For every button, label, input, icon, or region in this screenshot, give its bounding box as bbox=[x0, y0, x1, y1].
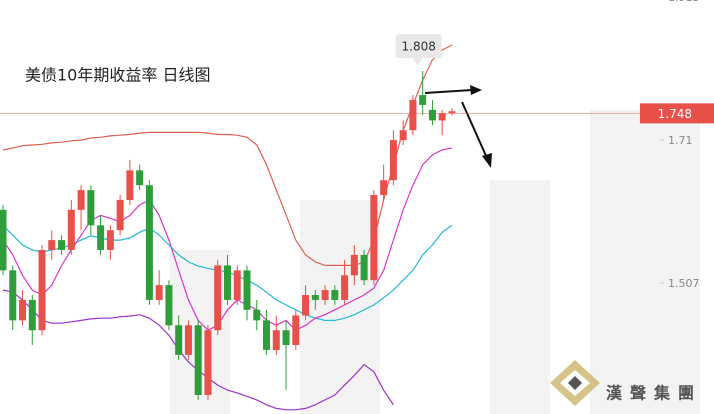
candle-body bbox=[389, 140, 397, 181]
candle-body bbox=[77, 190, 85, 210]
candle-body bbox=[28, 299, 36, 331]
candle-body bbox=[311, 295, 319, 300]
candles bbox=[0, 71, 456, 400]
candle-body bbox=[321, 290, 329, 300]
candle-body bbox=[448, 111, 456, 114]
candle-body bbox=[272, 330, 280, 350]
peak-label: 1.808 bbox=[402, 40, 436, 54]
candle-body bbox=[194, 325, 202, 395]
candle-body bbox=[233, 270, 241, 300]
last-price-box bbox=[640, 103, 714, 124]
peak-pointer bbox=[412, 58, 423, 66]
candle-body bbox=[9, 270, 17, 321]
watermark-logo bbox=[550, 360, 600, 406]
candle-body bbox=[67, 209, 75, 250]
candle-body bbox=[136, 170, 144, 186]
candle-body bbox=[292, 315, 300, 345]
candle-body bbox=[263, 320, 271, 350]
candle-body bbox=[184, 325, 192, 355]
candle-body bbox=[165, 285, 173, 326]
candle-body bbox=[409, 99, 417, 131]
candle-body bbox=[438, 113, 446, 121]
candle-body bbox=[282, 330, 290, 345]
candle-body bbox=[204, 330, 212, 395]
candle-body bbox=[380, 180, 388, 196]
candle-body bbox=[106, 230, 114, 250]
candle-body bbox=[126, 170, 134, 200]
last-price-label: 1.748 bbox=[658, 107, 692, 121]
candle-body bbox=[223, 265, 231, 300]
candle-body bbox=[350, 254, 358, 276]
arrows bbox=[424, 85, 492, 168]
candle-body bbox=[155, 285, 163, 300]
candle-body bbox=[48, 240, 56, 250]
y-tick-label: 1.913 bbox=[668, 0, 700, 4]
candle-body bbox=[97, 225, 105, 250]
peak-box bbox=[395, 34, 442, 59]
watermark-text: 漢聲集團 bbox=[606, 384, 702, 403]
indicator-line bbox=[2, 147, 453, 331]
candle-body bbox=[341, 275, 349, 300]
background-buildings bbox=[170, 110, 700, 414]
candle-body bbox=[253, 309, 261, 321]
candle-body bbox=[145, 185, 153, 300]
candle-body bbox=[214, 265, 222, 331]
y-tick-label: 1.507 bbox=[668, 277, 700, 290]
candle-body bbox=[428, 109, 436, 121]
chart-title: 美债10年期收益率 日线图 bbox=[25, 66, 210, 85]
candle-body bbox=[87, 190, 95, 226]
candle-body bbox=[175, 325, 183, 355]
candle-body bbox=[0, 209, 7, 271]
candle-body bbox=[38, 249, 46, 331]
candle-body bbox=[419, 95, 427, 105]
candle-body bbox=[331, 290, 339, 300]
candle-body bbox=[58, 240, 66, 250]
candle-body bbox=[116, 199, 124, 231]
candle-body bbox=[399, 130, 407, 141]
y-tick-label: 1.71 bbox=[668, 134, 693, 147]
candle-body bbox=[19, 299, 27, 321]
candle-body bbox=[360, 254, 368, 281]
candle-body bbox=[302, 295, 310, 316]
candle-body bbox=[243, 270, 251, 310]
candle-body bbox=[370, 195, 378, 281]
